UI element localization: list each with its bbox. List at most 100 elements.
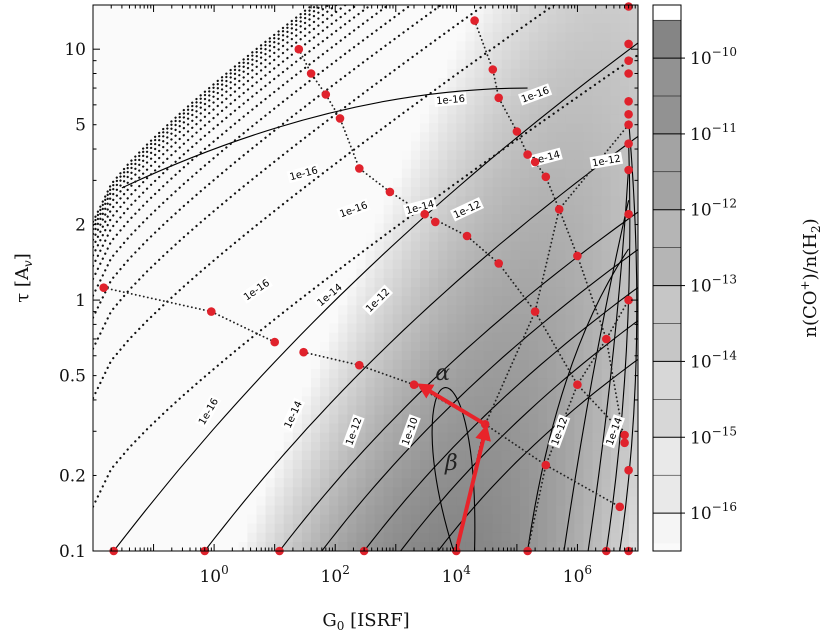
contour-label-bg [449,197,485,222]
heatmap-cell [283,105,294,115]
heatmap-cell [383,50,394,61]
heatmap-cell [583,532,594,543]
heatmap-cell [410,432,421,443]
heatmap-cell [192,59,203,70]
heatmap-cell [465,41,476,52]
heatmap-cell [174,177,185,188]
heatmap-cell [420,359,430,370]
heatmap-cell [111,250,121,261]
heatmap-cell [501,432,512,443]
heatmap-cell [392,214,403,224]
heatmap-cell [556,141,566,152]
heatmap-cell [429,478,439,488]
heatmap-cell [265,314,276,325]
heatmap-cell [311,396,321,406]
heatmap-cell [129,278,140,288]
heatmap-cell [392,168,403,179]
heatmap-cell [465,532,476,543]
heatmap-cell [283,5,294,15]
heatmap-cell [283,268,294,279]
heatmap-cell [238,350,249,361]
heatmap-cell [574,123,585,133]
heatmap-cell [292,14,303,24]
heatmap-cell [347,77,358,88]
heatmap-cell [519,241,530,252]
heatmap-cell [474,123,485,133]
heatmap-cell [311,332,321,343]
heatmap-cell [374,423,385,434]
heatmap-cell [111,68,121,79]
heatmap-cell [438,187,448,197]
heatmap-cell [183,41,194,52]
heatmap-cell [220,532,230,543]
heatmap-cell [338,96,348,106]
heatmap-cell [129,541,140,551]
heatmap-cell [510,32,521,42]
heatmap-cell [102,241,112,252]
heatmap-cell [338,460,348,470]
heatmap-cell [565,268,576,279]
heatmap-cell [383,232,394,243]
heatmap-cell [347,259,358,270]
heatmap-cell [329,123,339,133]
heatmap-cell [474,532,485,543]
colorbar-band-bottom [653,543,681,551]
heatmap-cell [211,241,221,252]
heatmap-cell [429,50,439,61]
heatmap-cell [147,223,158,234]
heatmap-cell [220,32,230,42]
heatmap-cell [438,314,448,325]
heatmap-cell [320,369,330,379]
heatmap-cell [392,296,403,306]
heatmap-cell [220,214,230,224]
heatmap-cell [274,23,285,33]
heatmap-cell [538,68,548,79]
heatmap-cell [301,341,312,352]
heatmap-cell [374,359,385,370]
heatmap-cell [138,432,149,443]
heatmap-cell [311,214,321,224]
heatmap-cell [565,323,576,334]
heatmap-cell [556,341,566,352]
heatmap-cell [447,341,457,352]
heatmap-cell [301,496,312,507]
contour-label-bg [548,414,571,449]
heatmap-cell [592,132,603,143]
heatmap-cell [211,414,221,425]
heatmap-cell [247,514,258,525]
heatmap-cell [601,41,612,52]
colorbar-tick-label: 10−11 [690,121,737,145]
heatmap-cell [483,450,494,461]
heatmap-cell [438,205,448,215]
heatmap-cell [338,141,348,152]
heatmap-cell [356,23,367,33]
heatmap-cell [283,532,294,543]
heatmap-cell [347,196,358,206]
heatmap-cell [529,77,539,88]
heatmap-cell [619,405,630,416]
heatmap-cell [465,432,476,443]
heatmap-cell [547,487,557,497]
heatmap-cell [501,114,512,124]
heatmap-cell [583,387,594,397]
heatmap-cell [320,177,330,188]
heatmap-cell [147,523,158,534]
heatmap-cell [256,105,267,115]
heatmap-cell [338,223,348,234]
heatmap-cell [120,396,130,406]
heatmap-cell [138,96,149,106]
heatmap-cell [492,150,503,161]
heatmap-cell [374,141,385,152]
heatmap-cell [592,305,603,315]
heatmap-cell [156,369,167,379]
heatmap-cell [529,396,539,406]
heatmap-cell [256,469,267,479]
heatmap-cell [93,96,103,106]
heatmap-cell [429,332,439,343]
heatmap-cell [138,314,149,325]
heatmap-cell [129,32,140,42]
heatmap-cell [628,332,638,343]
heatmap-cell [320,341,330,352]
heatmap-cell [320,214,330,224]
